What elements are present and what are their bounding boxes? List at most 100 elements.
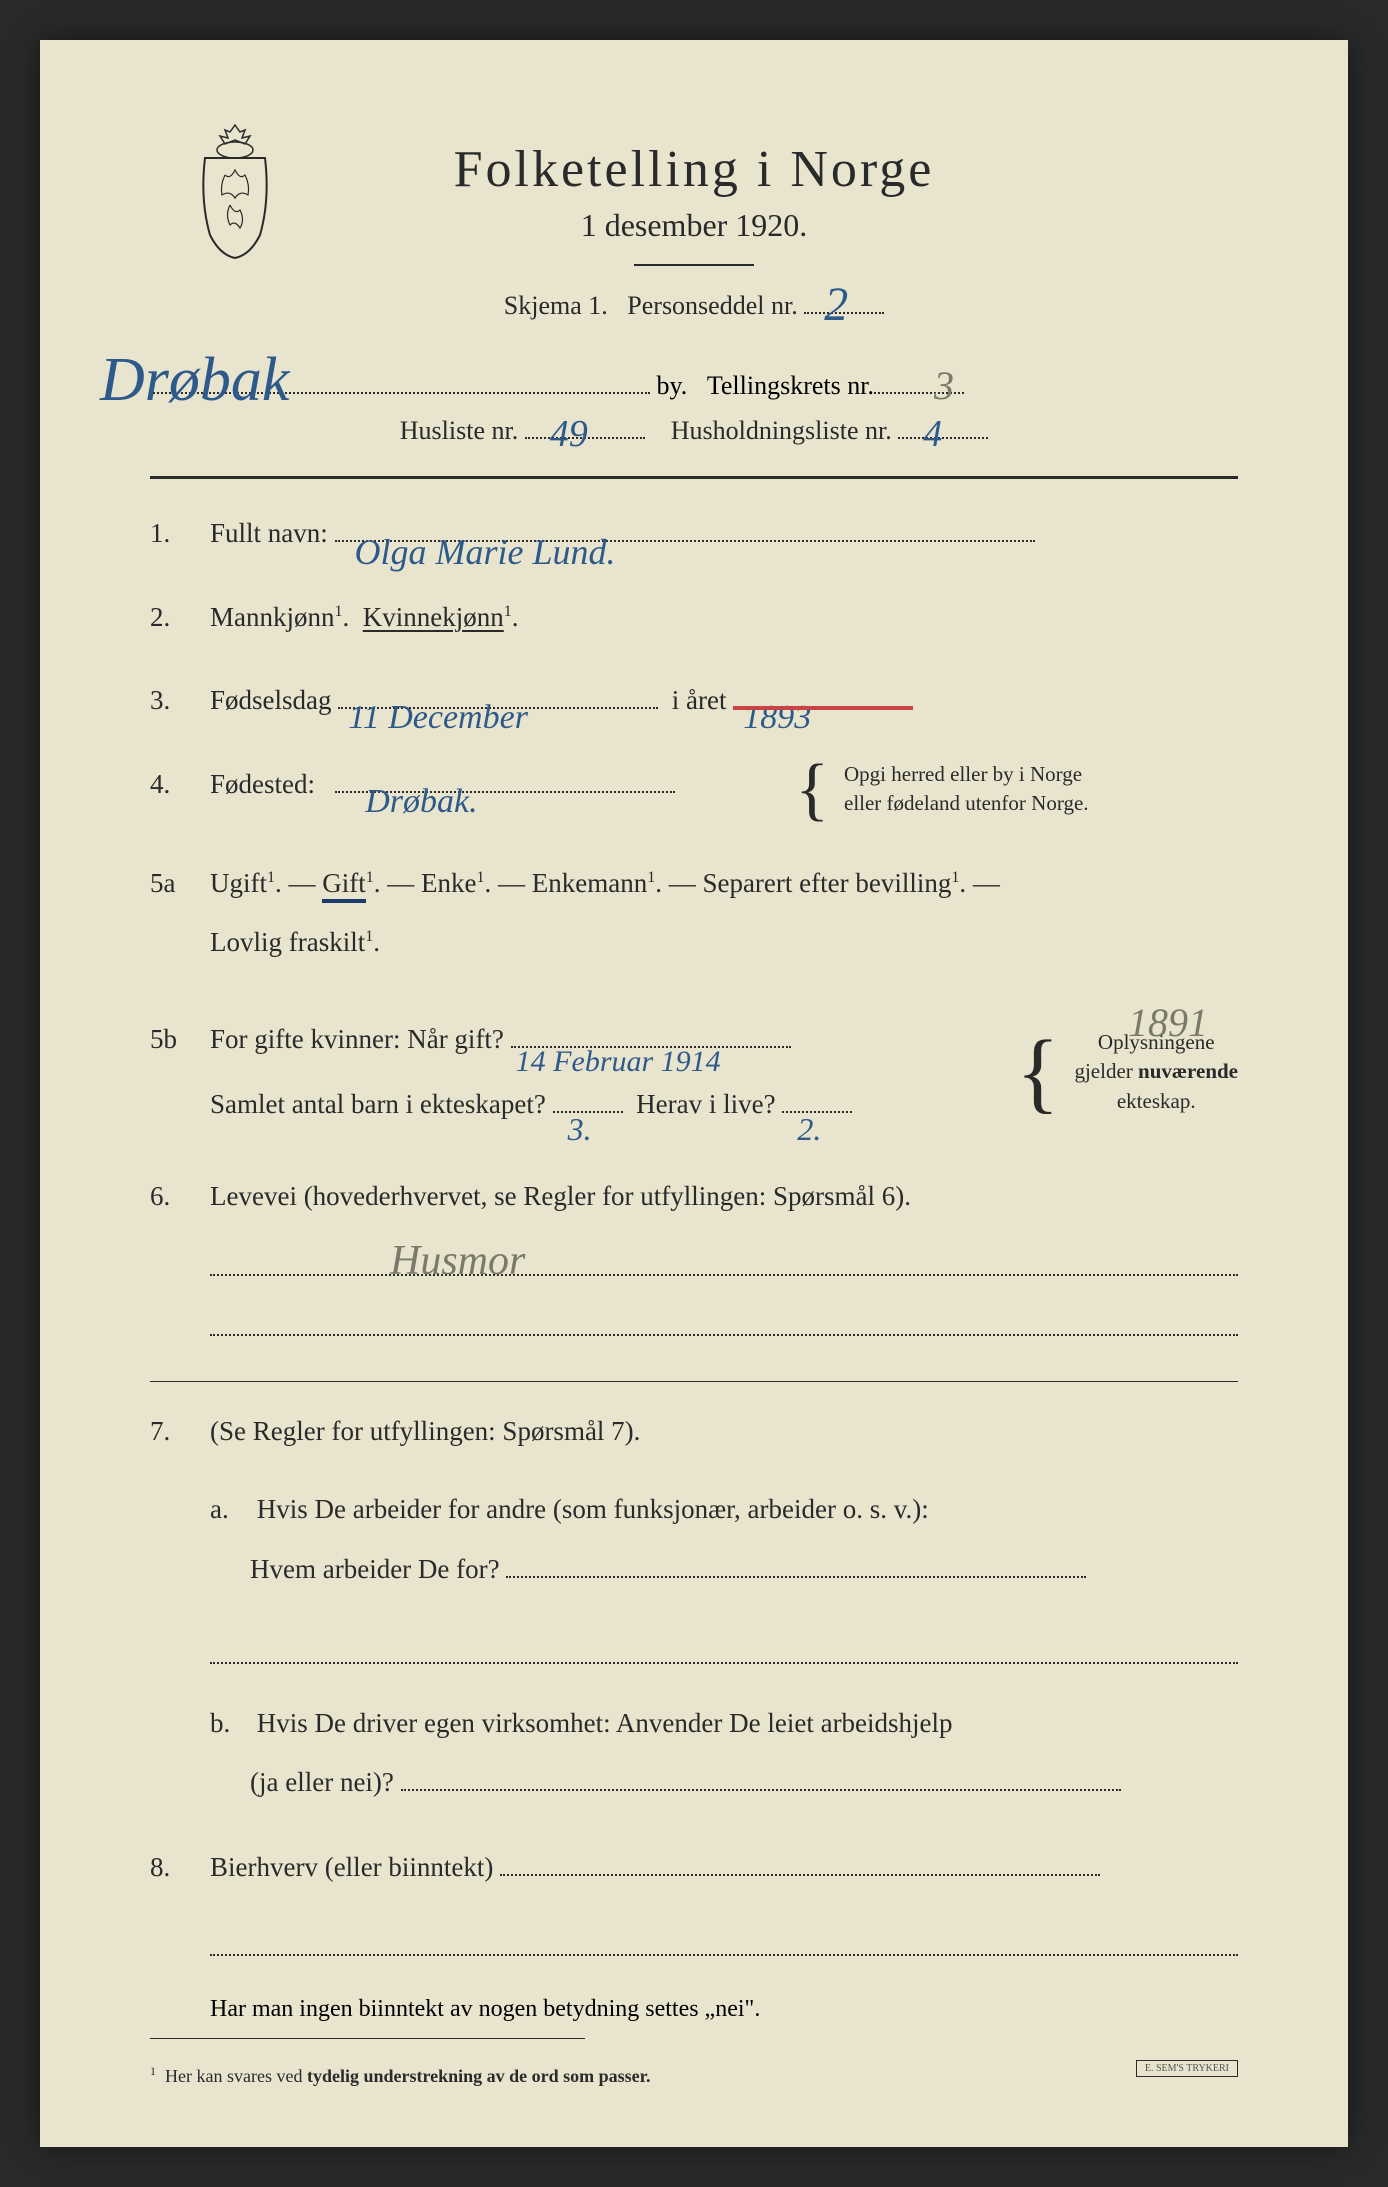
divider-3 bbox=[150, 2038, 585, 2039]
husholdning-field: 4 bbox=[898, 437, 988, 439]
q2-num: 2. bbox=[150, 593, 210, 642]
q5a-s3: 1 bbox=[476, 869, 484, 886]
question-5a: 5a Ugift1. — Gift1. — Enke1. — Enkemann1… bbox=[150, 854, 1238, 973]
q5a-d3: — bbox=[498, 868, 532, 898]
personseddel-field: 2 bbox=[804, 312, 884, 314]
footnote-text: Her kan svares ved tydelig understreknin… bbox=[165, 2066, 651, 2086]
q3-year-field: 1893 bbox=[733, 705, 913, 709]
q1-field: Olga Marie Lund. bbox=[335, 538, 1035, 542]
census-form-page: Folketelling i Norge 1 desember 1920. Sk… bbox=[40, 40, 1348, 2147]
header-divider bbox=[634, 264, 754, 266]
q3-mid: i året bbox=[672, 685, 727, 715]
brace-icon-2: { bbox=[1016, 1050, 1059, 1095]
q4-num: 4. bbox=[150, 760, 210, 809]
q5a-d5: — bbox=[973, 868, 1000, 898]
q6-value: Husmor bbox=[390, 1224, 525, 1300]
question-5b: 5b 1891 For gifte kvinner: Når gift? 14 … bbox=[150, 1007, 1238, 1137]
q5b-num: 5b bbox=[150, 1015, 210, 1064]
personseddel-line: Skjema 1. Personseddel nr. 2 bbox=[150, 291, 1238, 321]
q1-value: Olga Marie Lund. bbox=[355, 520, 616, 585]
footnote: 1 Her kan svares ved tydelig understrekn… bbox=[150, 2064, 1238, 2087]
q5b-field2: 3. bbox=[553, 1109, 623, 1113]
q7a-line1: Hvis De arbeider for andre (som funksjon… bbox=[257, 1494, 929, 1524]
q6-label: Levevei (hovederhvervet, se Regler for u… bbox=[210, 1172, 911, 1221]
q5a-s2: 1 bbox=[366, 869, 374, 886]
q2-mann: Mannkjønn bbox=[210, 602, 335, 632]
q6-num: 6. bbox=[150, 1172, 210, 1221]
husliste-label: Husliste nr. bbox=[400, 416, 518, 445]
q5a-s6: 1 bbox=[365, 928, 373, 945]
city-field: Drøbak bbox=[150, 390, 650, 394]
q5a-d1: — bbox=[289, 868, 323, 898]
q2-dot1: . bbox=[343, 602, 350, 632]
q7b-letter: b. bbox=[210, 1694, 250, 1753]
divider-2 bbox=[150, 1381, 1238, 1382]
q3-label: Fødselsdag bbox=[210, 685, 332, 715]
q5b-side2: gjelder nuværende bbox=[1074, 1057, 1238, 1086]
footnote-num: 1 bbox=[150, 2064, 156, 2078]
q5a-gift: Gift bbox=[322, 868, 366, 903]
q8-label: Bierhverv (eller biinntekt) bbox=[210, 1852, 493, 1882]
q5b-value3: 2. bbox=[797, 1091, 821, 1168]
q8-field-2 bbox=[210, 1926, 1238, 1956]
q7a-field-2 bbox=[210, 1634, 1238, 1664]
husholdning-value: 4 bbox=[923, 412, 942, 456]
q7a-line2: Hvem arbeider De for? bbox=[250, 1554, 500, 1584]
brace-icon: { bbox=[795, 772, 829, 807]
question-6: 6. Levevei (hovederhvervet, se Regler fo… bbox=[150, 1172, 1238, 1336]
q4-label: Fødested: bbox=[210, 769, 315, 799]
q8-num: 8. bbox=[150, 1843, 210, 1892]
q5b-pencil-year: 1891 bbox=[1128, 987, 1208, 1059]
q5a-num: 5a bbox=[150, 854, 210, 913]
q1-num: 1. bbox=[150, 509, 210, 558]
city-value: Drøbak bbox=[100, 345, 289, 416]
question-7: 7. (Se Regler for utfyllingen: Spørsmål … bbox=[150, 1407, 1238, 1813]
q5b-field3: 2. bbox=[782, 1109, 852, 1113]
q4-field: Drøbak. bbox=[335, 789, 675, 793]
q5a-lovlig: Lovlig fraskilt bbox=[210, 927, 365, 957]
tellingskrets-field: 3 bbox=[874, 392, 964, 394]
q7b-line1: Hvis De driver egen virksomhet: Anvender… bbox=[257, 1708, 953, 1738]
question-4: 4. Fødested: Drøbak. { Opgi herred eller… bbox=[150, 760, 1238, 819]
q5a-enkemann: Enkemann bbox=[532, 868, 647, 898]
tellingskrets-value: 3 bbox=[934, 362, 954, 409]
q2-dot2: . bbox=[512, 602, 519, 632]
q6-field: Husmor bbox=[210, 1246, 1238, 1276]
q5a-separert: Separert efter bevilling bbox=[702, 868, 951, 898]
q5a-d2: — bbox=[387, 868, 421, 898]
q8-field bbox=[500, 1872, 1100, 1876]
question-2: 2. Mannkjønn1. Kvinnekjønn1. bbox=[150, 593, 1238, 642]
q5b-value2: 3. bbox=[568, 1091, 592, 1168]
q7b-field bbox=[401, 1787, 1121, 1791]
q5b-label1: For gifte kvinner: Når gift? bbox=[210, 1024, 504, 1054]
husliste-value: 49 bbox=[550, 412, 588, 456]
question-3: 3. Fødselsdag 11 December i året 1893 bbox=[150, 676, 1238, 725]
q5b-value1: 14 Februar 1914 bbox=[516, 1026, 721, 1098]
personseddel-label: Personseddel nr. bbox=[627, 291, 797, 320]
skjema-label: Skjema 1. bbox=[504, 291, 608, 320]
q4-note2: eller fødeland utenfor Norge. bbox=[844, 789, 1089, 818]
divider-1 bbox=[150, 476, 1238, 479]
tellingskrets-label: Tellingskrets nr. bbox=[707, 371, 874, 401]
q3-red-underline bbox=[733, 706, 913, 710]
printer-mark: E. SEM'S TRYKERI bbox=[1136, 2060, 1238, 2077]
q3-year-value: 1893 bbox=[743, 687, 811, 748]
city-line: Drøbak by. Tellingskrets nr. 3 bbox=[150, 371, 1238, 401]
q5b-field1: 14 Februar 1914 bbox=[511, 1044, 791, 1048]
q7a-letter: a. bbox=[210, 1480, 250, 1539]
q7b-line2: (ja eller nei)? bbox=[250, 1767, 394, 1797]
q4-sidenote: { Opgi herred eller by i Norge eller fød… bbox=[795, 760, 1088, 819]
q2-sup2: 1 bbox=[504, 603, 512, 620]
q7a: a. Hvis De arbeider for andre (som funks… bbox=[210, 1480, 1238, 1664]
personseddel-value: 2 bbox=[824, 277, 848, 332]
q2-kvinne: Kvinnekjønn bbox=[363, 602, 504, 632]
q7a-field bbox=[506, 1574, 1086, 1578]
q5a-s5: 1 bbox=[951, 869, 959, 886]
form-title: Folketelling i Norge bbox=[150, 140, 1238, 199]
q5b-side3: ekteskap. bbox=[1074, 1087, 1238, 1116]
q5a-enke: Enke bbox=[421, 868, 476, 898]
q6-field-2 bbox=[210, 1306, 1238, 1336]
q5a-ugift: Ugift bbox=[210, 868, 267, 898]
husliste-line: Husliste nr. 49 Husholdningsliste nr. 4 bbox=[150, 416, 1238, 446]
q5b-label2: Samlet antal barn i ekteskapet? bbox=[210, 1089, 546, 1119]
